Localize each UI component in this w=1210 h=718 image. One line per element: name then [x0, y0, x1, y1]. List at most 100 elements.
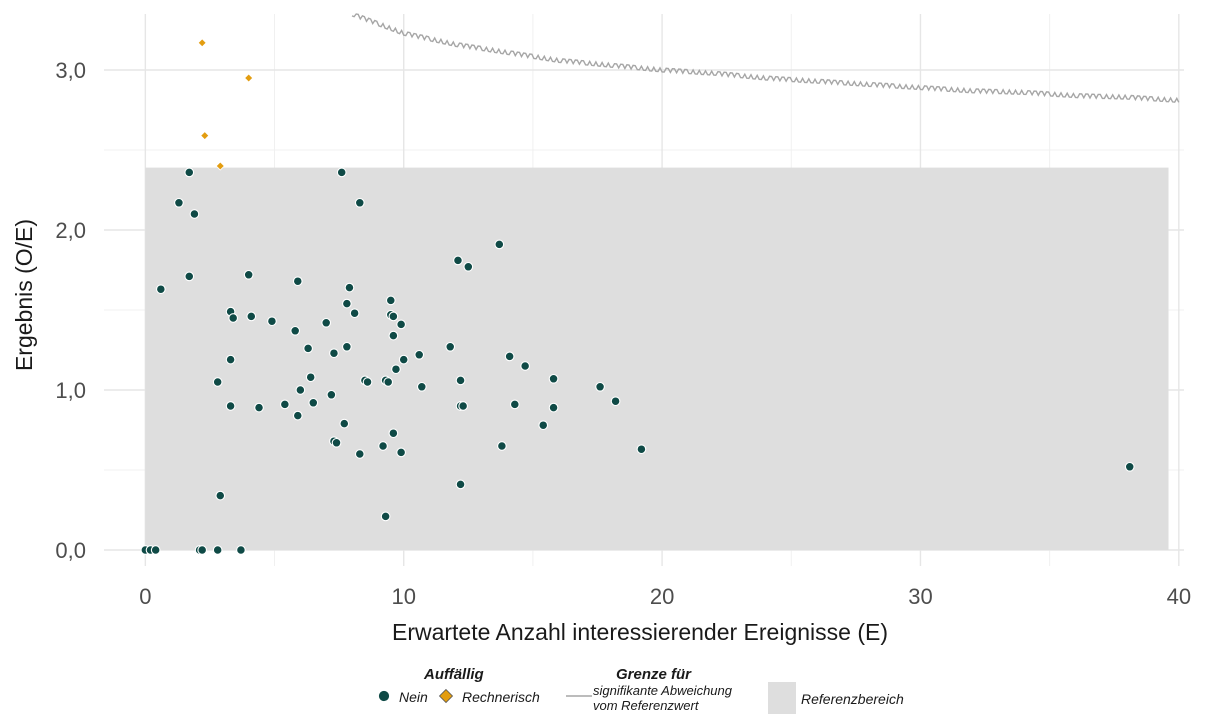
- data-point-nein: [388, 330, 399, 341]
- data-point-nein: [396, 447, 406, 458]
- x-axis-title: Erwartete Anzahl interessierender Ereign…: [392, 619, 888, 645]
- legend-range-swatch: [768, 682, 796, 714]
- data-point-nein: [509, 399, 520, 410]
- data-point-nein: [150, 545, 161, 555]
- data-point-nein: [520, 361, 530, 371]
- data-point-nein: [636, 444, 647, 455]
- boundary-line-layer: [351, 13, 1180, 103]
- data-point-nein: [292, 410, 303, 421]
- y-tick-label: 3,0: [55, 58, 86, 83]
- data-point-nein: [212, 545, 223, 555]
- x-tick-label: 0: [139, 584, 151, 609]
- data-point-nein: [455, 375, 466, 386]
- data-point-nein: [184, 167, 195, 178]
- data-point-nein: [342, 341, 352, 352]
- data-point-nein: [388, 311, 399, 322]
- data-point-nein: [378, 441, 388, 451]
- data-point-nein: [396, 319, 406, 330]
- data-point-nein: [329, 348, 339, 359]
- data-point-nein: [303, 343, 313, 354]
- data-point-nein: [267, 316, 277, 327]
- data-point-nein: [225, 401, 236, 411]
- legend: Auffällig Nein Rechnerisch Grenze für si…: [0, 662, 1210, 718]
- data-point-rechnerisch: [200, 131, 210, 141]
- data-points-layer: [140, 38, 1135, 555]
- data-point-rechnerisch: [244, 73, 254, 83]
- x-tick-label: 20: [650, 584, 674, 609]
- data-point-nein: [383, 377, 394, 387]
- data-point-nein: [504, 351, 515, 362]
- data-point-nein: [184, 271, 195, 282]
- data-point-nein: [354, 197, 365, 208]
- data-point-nein: [212, 377, 223, 387]
- data-point-nein: [197, 545, 208, 555]
- data-point-nein: [344, 282, 355, 293]
- data-point-nein: [280, 399, 290, 410]
- x-tick-label: 10: [391, 584, 415, 609]
- data-point-nein: [391, 364, 401, 375]
- data-point-nein: [215, 490, 226, 501]
- y-axis-title: Ergebnis (O/E): [11, 219, 37, 371]
- data-point-nein: [295, 385, 306, 395]
- data-point-nein: [385, 295, 396, 306]
- data-point-nein: [342, 298, 352, 309]
- legend-line-title: Grenze für: [616, 666, 692, 683]
- data-point-nein: [455, 479, 466, 490]
- data-point-nein: [416, 381, 427, 392]
- data-point-nein: [155, 284, 166, 295]
- data-point-nein: [1124, 461, 1135, 472]
- legend-nein-label: Nein: [399, 689, 428, 705]
- data-point-nein: [453, 255, 463, 266]
- data-point-nein: [494, 239, 505, 250]
- data-point-rechnerisch: [215, 161, 225, 171]
- data-point-nein: [174, 197, 184, 208]
- data-point-nein: [189, 209, 200, 219]
- data-point-nein: [254, 402, 264, 413]
- x-tick-label: 40: [1167, 584, 1191, 609]
- data-point-rechnerisch: [197, 38, 207, 48]
- data-point-nein: [380, 511, 391, 522]
- data-point-nein: [236, 545, 246, 555]
- legend-line-label-2: vom Referenzwert: [593, 698, 699, 713]
- data-point-nein: [331, 437, 342, 448]
- axis-ticks: 0 10 20 30 40 0,0 1,0 2,0 3,0: [55, 58, 1191, 609]
- reference-range-layer: [145, 167, 1169, 550]
- data-point-nein: [339, 418, 350, 429]
- data-point-nein: [349, 308, 360, 319]
- data-point-nein: [463, 261, 474, 272]
- data-point-nein: [354, 449, 365, 459]
- data-point-nein: [548, 373, 559, 384]
- data-point-nein: [326, 389, 337, 400]
- legend-rechnerisch-marker: [438, 688, 454, 704]
- data-point-nein: [308, 397, 319, 408]
- boundary-line: [351, 13, 1180, 103]
- data-point-nein: [292, 276, 303, 287]
- data-point-nein: [228, 313, 239, 323]
- data-point-nein: [398, 354, 409, 365]
- x-tick-label: 30: [908, 584, 932, 609]
- data-point-nein: [305, 372, 316, 383]
- data-point-nein: [246, 311, 257, 322]
- reference-range-area: [145, 167, 1169, 550]
- legend-nein-marker: [378, 690, 390, 702]
- data-point-nein: [458, 401, 468, 411]
- data-point-nein: [243, 269, 254, 280]
- legend-line-label-1: signifikante Abweichung: [593, 683, 732, 698]
- scatter-chart: 0 10 20 30 40 0,0 1,0 2,0 3,0 Erwartete Anzahl i…: [11, 13, 1191, 645]
- legend-boundary-line: [566, 695, 592, 697]
- data-point-nein: [336, 167, 347, 178]
- data-point-nein: [388, 428, 399, 439]
- data-point-nein: [321, 317, 332, 328]
- data-point-nein: [548, 402, 559, 413]
- legend-group-title: Auffällig: [424, 666, 484, 683]
- data-point-nein: [610, 396, 621, 407]
- data-point-nein: [538, 420, 549, 431]
- data-point-nein: [225, 354, 236, 365]
- data-point-nein: [497, 441, 507, 451]
- data-point-nein: [595, 381, 605, 392]
- y-tick-label: 0,0: [55, 538, 86, 563]
- y-tick-label: 2,0: [55, 218, 86, 243]
- legend-range-label: Referenzbereich: [801, 691, 904, 707]
- data-point-nein: [362, 377, 373, 387]
- legend-rechnerisch-label: Rechnerisch: [462, 689, 540, 705]
